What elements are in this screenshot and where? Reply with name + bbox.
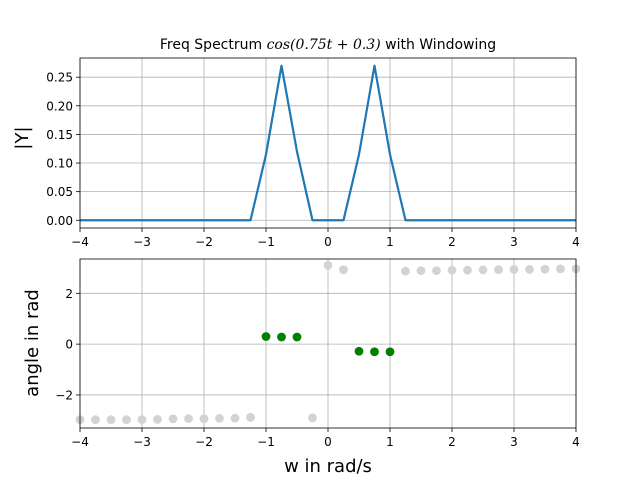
phase-data-point xyxy=(556,264,565,274)
magnitude-y-tick-label: 0.15 xyxy=(46,128,73,142)
magnitude-y-axis-label: |Y| xyxy=(12,126,33,149)
phase-data-point xyxy=(339,265,348,275)
phase-x-tick-label: −3 xyxy=(133,435,151,449)
phase-y-tick-label: 0 xyxy=(65,338,73,352)
phase-data-point xyxy=(447,265,457,275)
magnitude-x-tick-label: 1 xyxy=(386,235,394,249)
phase-data-point xyxy=(122,415,131,425)
phase-data-point xyxy=(463,265,472,275)
phase-y-axis-label: angle in rad xyxy=(22,289,43,397)
magnitude-x-tick-label: −2 xyxy=(195,235,213,249)
phase-data-point xyxy=(509,265,519,274)
phase-x-tick-label: 1 xyxy=(386,435,394,449)
magnitude-y-tick-label: 0.05 xyxy=(46,185,73,199)
magnitude-x-tick-label: −1 xyxy=(257,235,275,249)
phase-data-point xyxy=(277,332,286,342)
phase-y-tick-label: −2 xyxy=(55,388,73,402)
phase-data-point xyxy=(199,414,209,423)
phase-data-point xyxy=(91,415,100,425)
magnitude-y-tick-label: 0.00 xyxy=(46,214,73,228)
chart-title-suffix: with Windowing xyxy=(381,37,496,53)
magnitude-x-tick-label: −4 xyxy=(71,235,89,249)
phase-data-point xyxy=(540,264,550,274)
phase-x-tick-label: 0 xyxy=(324,435,332,449)
chart-title-math: cos(0.75t + 0.3) xyxy=(267,37,381,53)
phase-data-point xyxy=(478,265,488,275)
magnitude-x-tick-label: −3 xyxy=(133,235,151,249)
phase-plot: −4 −3 −2 −1 0 1 2 3 4 −2 0 2 xyxy=(55,258,581,449)
magnitude-y-tick-label: 0.25 xyxy=(46,71,73,85)
phase-data-point xyxy=(261,332,271,341)
magnitude-x-tick-label: 2 xyxy=(448,235,456,249)
phase-data-point xyxy=(184,414,193,423)
phase-data-point xyxy=(246,412,255,422)
magnitude-y-tick-label: 0.10 xyxy=(46,157,73,171)
phase-data-point xyxy=(354,346,364,356)
magnitude-series-line xyxy=(80,64,576,222)
magnitude-x-tick-label: 4 xyxy=(572,235,580,249)
phase-data-point xyxy=(230,413,240,423)
phase-data-point xyxy=(168,414,178,424)
phase-x-tick-label: −2 xyxy=(195,435,213,449)
phase-data-point xyxy=(416,266,426,276)
phase-x-tick-label: −4 xyxy=(71,435,89,449)
phase-data-point xyxy=(370,347,379,357)
chart-title: Freq Spectrum cos(0.75t + 0.3) with Wind… xyxy=(160,37,496,53)
phase-data-point xyxy=(385,347,395,357)
phase-data-point xyxy=(323,260,333,270)
phase-data-point xyxy=(308,413,317,423)
phase-data-point xyxy=(292,332,302,342)
magnitude-plot: −4 −3 −2 −1 0 1 2 3 4 0.00 0.05 0.10 0.15 0.20 0.25 xyxy=(46,57,580,249)
magnitude-x-tick-label: 0 xyxy=(324,235,332,249)
phase-x-tick-label: 3 xyxy=(510,435,518,449)
magnitude-x-tick-label: 3 xyxy=(510,235,518,249)
phase-data-point xyxy=(494,265,503,275)
phase-x-tick-label: 2 xyxy=(448,435,456,449)
phase-data-point xyxy=(215,413,224,423)
phase-data-point xyxy=(153,414,162,424)
phase-data-point xyxy=(432,266,441,276)
magnitude-y-tick-label: 0.20 xyxy=(46,99,73,113)
phase-data-point xyxy=(525,265,534,274)
phase-x-tick-label: 4 xyxy=(572,435,580,449)
phase-x-tick-label: −1 xyxy=(257,435,275,449)
chart-title-prefix: Freq Spectrum xyxy=(160,37,267,53)
phase-data-point xyxy=(106,415,116,425)
phase-y-tick-label: 2 xyxy=(65,287,73,301)
phase-data-point xyxy=(137,415,147,425)
phase-data-point xyxy=(401,266,410,276)
phase-x-axis-label: w in rad/s xyxy=(284,456,372,477)
